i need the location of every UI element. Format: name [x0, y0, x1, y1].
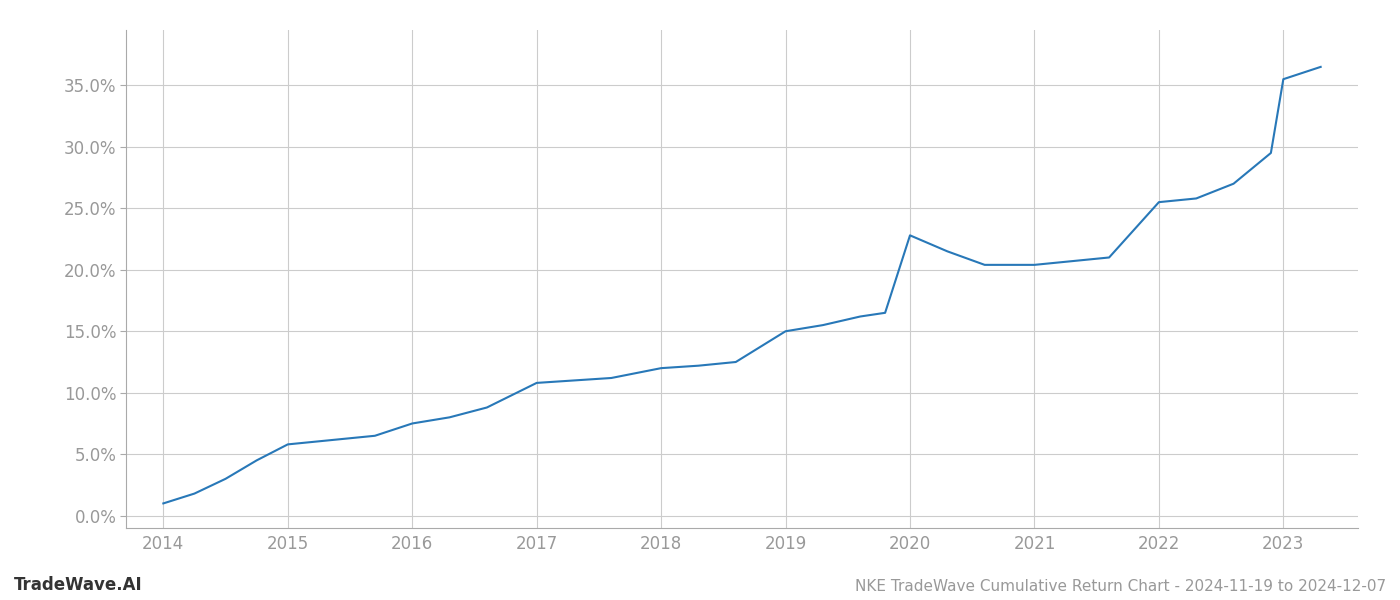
- Text: TradeWave.AI: TradeWave.AI: [14, 576, 143, 594]
- Text: NKE TradeWave Cumulative Return Chart - 2024-11-19 to 2024-12-07: NKE TradeWave Cumulative Return Chart - …: [855, 579, 1386, 594]
